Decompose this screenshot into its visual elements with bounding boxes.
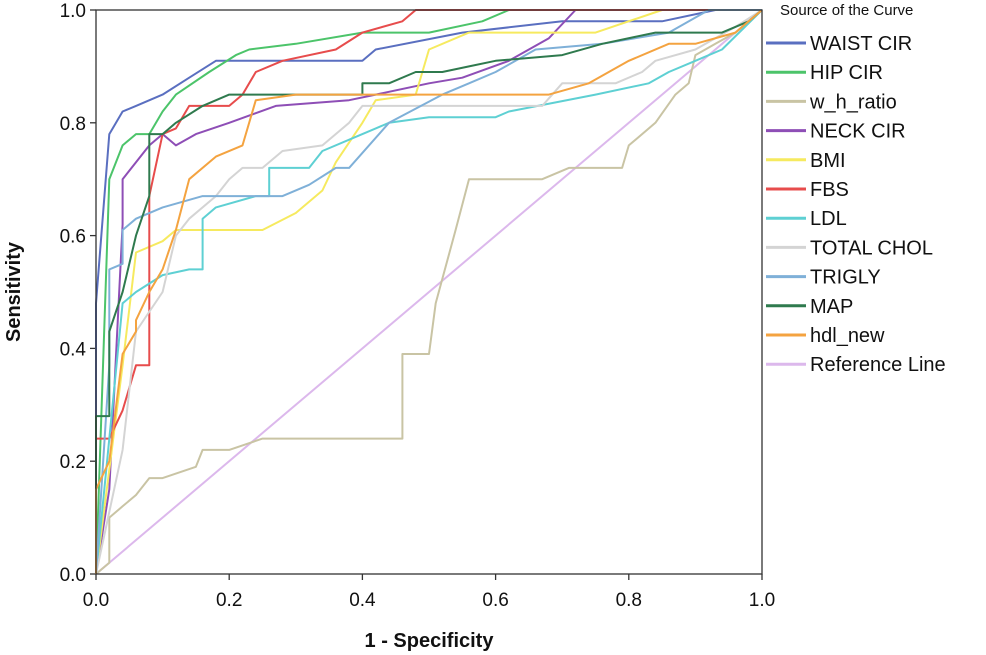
x-tick-label: 0.0 <box>83 590 109 611</box>
legend-label-trigly: TRIGLY <box>810 267 881 289</box>
series-line-fbs <box>95 9 762 574</box>
legend: Source of the Curve WAIST CIR HIP CIR w_h_… <box>766 2 946 376</box>
y-tick-label: 0.0 <box>60 565 86 586</box>
x-tick-label: 0.2 <box>216 590 242 611</box>
series-line-waist-cir <box>95 9 762 574</box>
legend-label-fbs: FBS <box>810 179 849 201</box>
y-tick-label: 0.4 <box>60 339 87 360</box>
x-axis-title: 1 - Specificity <box>365 630 495 652</box>
plot-area-frame <box>95 9 763 575</box>
series-layer <box>95 9 763 575</box>
x-axis-ticks: 0.0 0.2 0.4 0.6 0.8 1.0 <box>83 574 775 611</box>
series-line-hip-cir <box>95 9 762 575</box>
legend-label-reference-line: Reference Line <box>810 354 946 376</box>
series-line-ldl <box>95 9 763 575</box>
series-line-trigly <box>95 9 762 575</box>
legend-label-total-chol: TOTAL CHOL <box>810 237 933 259</box>
legend-label-waist-cir: WAIST CIR <box>810 33 912 55</box>
x-tick-label: 0.8 <box>616 590 642 611</box>
x-tick-label: 0.6 <box>482 590 508 611</box>
legend-title: Source of the Curve <box>780 2 913 19</box>
y-tick-label: 0.8 <box>60 114 86 135</box>
x-tick-label: 0.4 <box>349 590 376 611</box>
legend-label-hip-cir: HIP CIR <box>810 62 883 84</box>
series-line-hdl-new <box>95 9 763 574</box>
y-axis-ticks: 0.0 0.2 0.4 0.6 0.8 1.0 <box>60 1 96 586</box>
x-tick-label: 1.0 <box>749 590 775 611</box>
series-line-w-h-ratio <box>95 9 763 575</box>
y-tick-label: 0.6 <box>60 227 86 248</box>
legend-label-w-h-ratio: w_h_ratio <box>809 91 897 113</box>
series-line-reference-line <box>95 9 763 575</box>
legend-label-hdl-new: hdl_new <box>810 325 885 347</box>
legend-label-map: MAP <box>810 296 853 318</box>
y-tick-label: 1.0 <box>60 1 86 22</box>
legend-label-neck-cir: NECK CIR <box>810 121 906 143</box>
y-axis-title: Sensitivity <box>3 241 25 342</box>
y-tick-label: 0.2 <box>60 452 86 473</box>
series-line-neck-cir <box>95 9 762 575</box>
series-line-total-chol <box>95 9 763 575</box>
legend-label-bmi: BMI <box>810 150 846 172</box>
series-line-bmi <box>95 9 762 575</box>
legend-label-ldl: LDL <box>810 208 847 230</box>
